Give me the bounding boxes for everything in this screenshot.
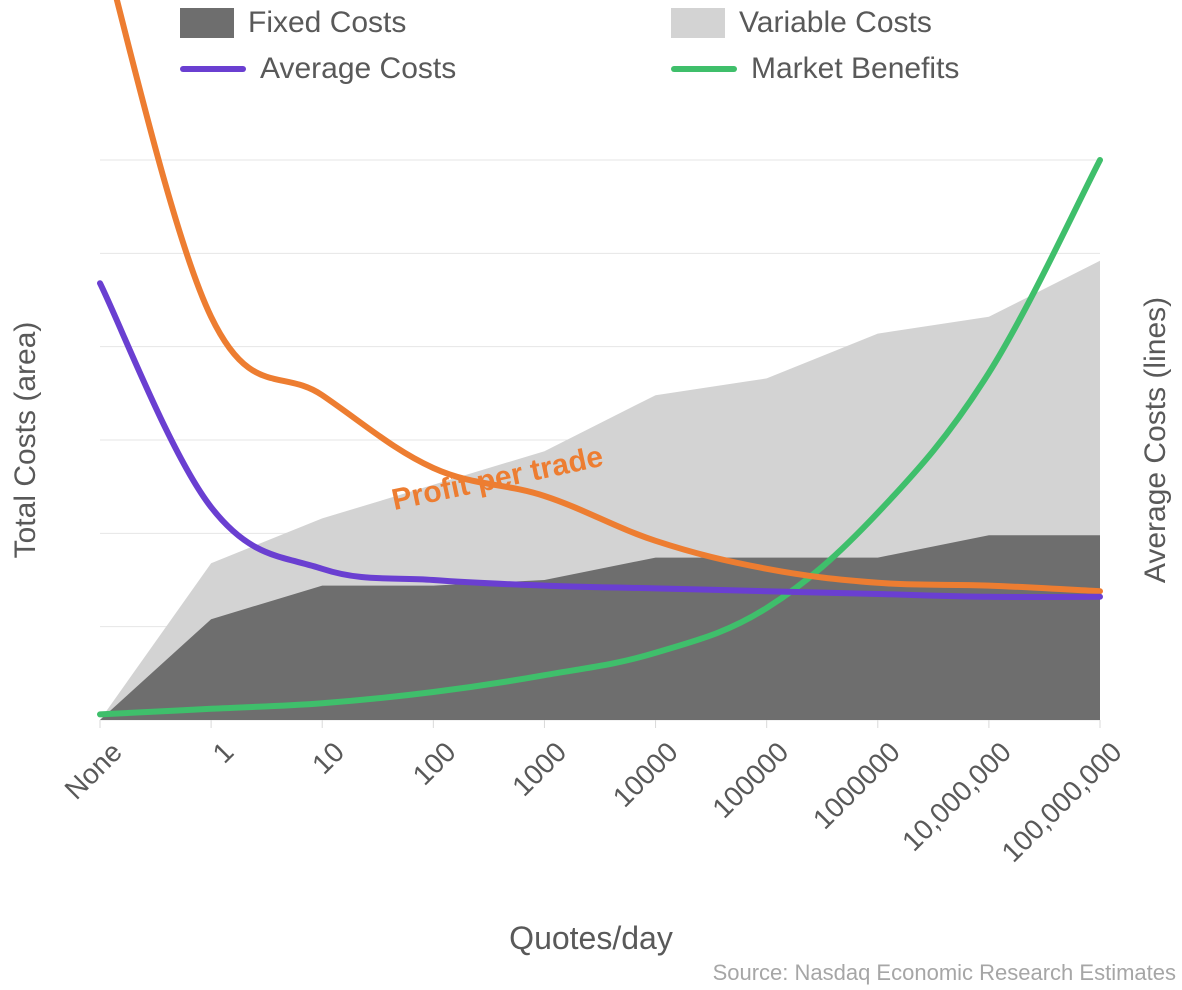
x-tick-label: 100: [406, 736, 462, 792]
x-axis-label: Quotes/day: [0, 920, 1182, 957]
x-tick-label: 1000000: [807, 736, 907, 836]
x-tick-label: 100,000,000: [996, 736, 1129, 869]
legend-swatch-benefits: [671, 66, 737, 72]
source-credit: Source: Nasdaq Economic Research Estimat…: [713, 960, 1176, 986]
legend-label-fixed: Fixed Costs: [248, 6, 406, 40]
x-tick-label: 1000: [506, 736, 573, 803]
legend-item-variable: Variable Costs: [671, 6, 1122, 40]
legend-item-avg: Average Costs: [180, 52, 631, 86]
legend-item-benefits: Market Benefits: [671, 52, 1122, 86]
legend-label-variable: Variable Costs: [739, 6, 932, 40]
legend-label-benefits: Market Benefits: [751, 52, 959, 86]
legend-item-fixed: Fixed Costs: [180, 6, 631, 40]
x-tick-label: 10: [306, 736, 351, 781]
legend-swatch-variable: [671, 8, 725, 38]
legend-label-avg: Average Costs: [260, 52, 456, 86]
y-right-axis-label: Average Costs (lines): [1139, 297, 1173, 583]
x-tick-label: None: [59, 736, 129, 806]
x-tick-label: 100000: [707, 736, 796, 825]
x-tick-label: 1: [206, 736, 240, 770]
legend: Fixed Costs Variable Costs Average Costs Ma…: [180, 6, 1122, 86]
y-left-axis-label: Total Costs (area): [9, 322, 43, 559]
x-tick-label: 10,000,000: [896, 736, 1018, 858]
chart-container: Fixed Costs Variable Costs Average Costs Ma…: [0, 0, 1182, 990]
legend-swatch-avg: [180, 66, 246, 72]
x-tick-label: 10000: [606, 736, 684, 814]
chart-svg: [100, 160, 1100, 720]
legend-swatch-fixed: [180, 8, 234, 38]
plot-area: [100, 160, 1100, 720]
x-tick-labels: None110100100010000100000100000010,000,0…: [100, 720, 1100, 920]
